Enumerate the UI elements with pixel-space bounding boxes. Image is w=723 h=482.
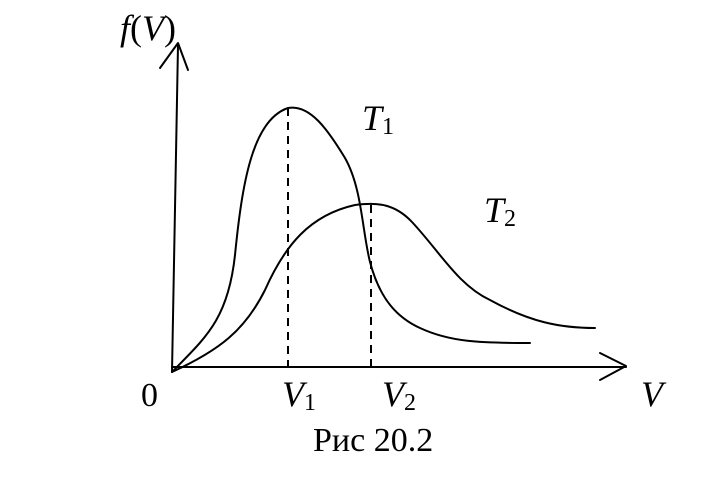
origin-label: 0 xyxy=(141,377,158,414)
tick-label-v1: V1 xyxy=(282,374,316,416)
x-axis-label: V xyxy=(641,374,667,414)
tick-label-v2: V2 xyxy=(382,374,416,416)
curve-label-t2: T2 xyxy=(484,190,516,232)
curve-t2 xyxy=(171,202,596,373)
y-axis-arrow-icon xyxy=(159,42,189,71)
x-axis-arrow-icon xyxy=(599,352,627,381)
y-axis-label: f(V) xyxy=(120,8,176,48)
figure-caption: Рис 20.2 xyxy=(313,422,433,459)
y-axis xyxy=(171,44,179,373)
curve-t1 xyxy=(171,106,531,373)
curve-label-t1: T1 xyxy=(362,98,394,140)
